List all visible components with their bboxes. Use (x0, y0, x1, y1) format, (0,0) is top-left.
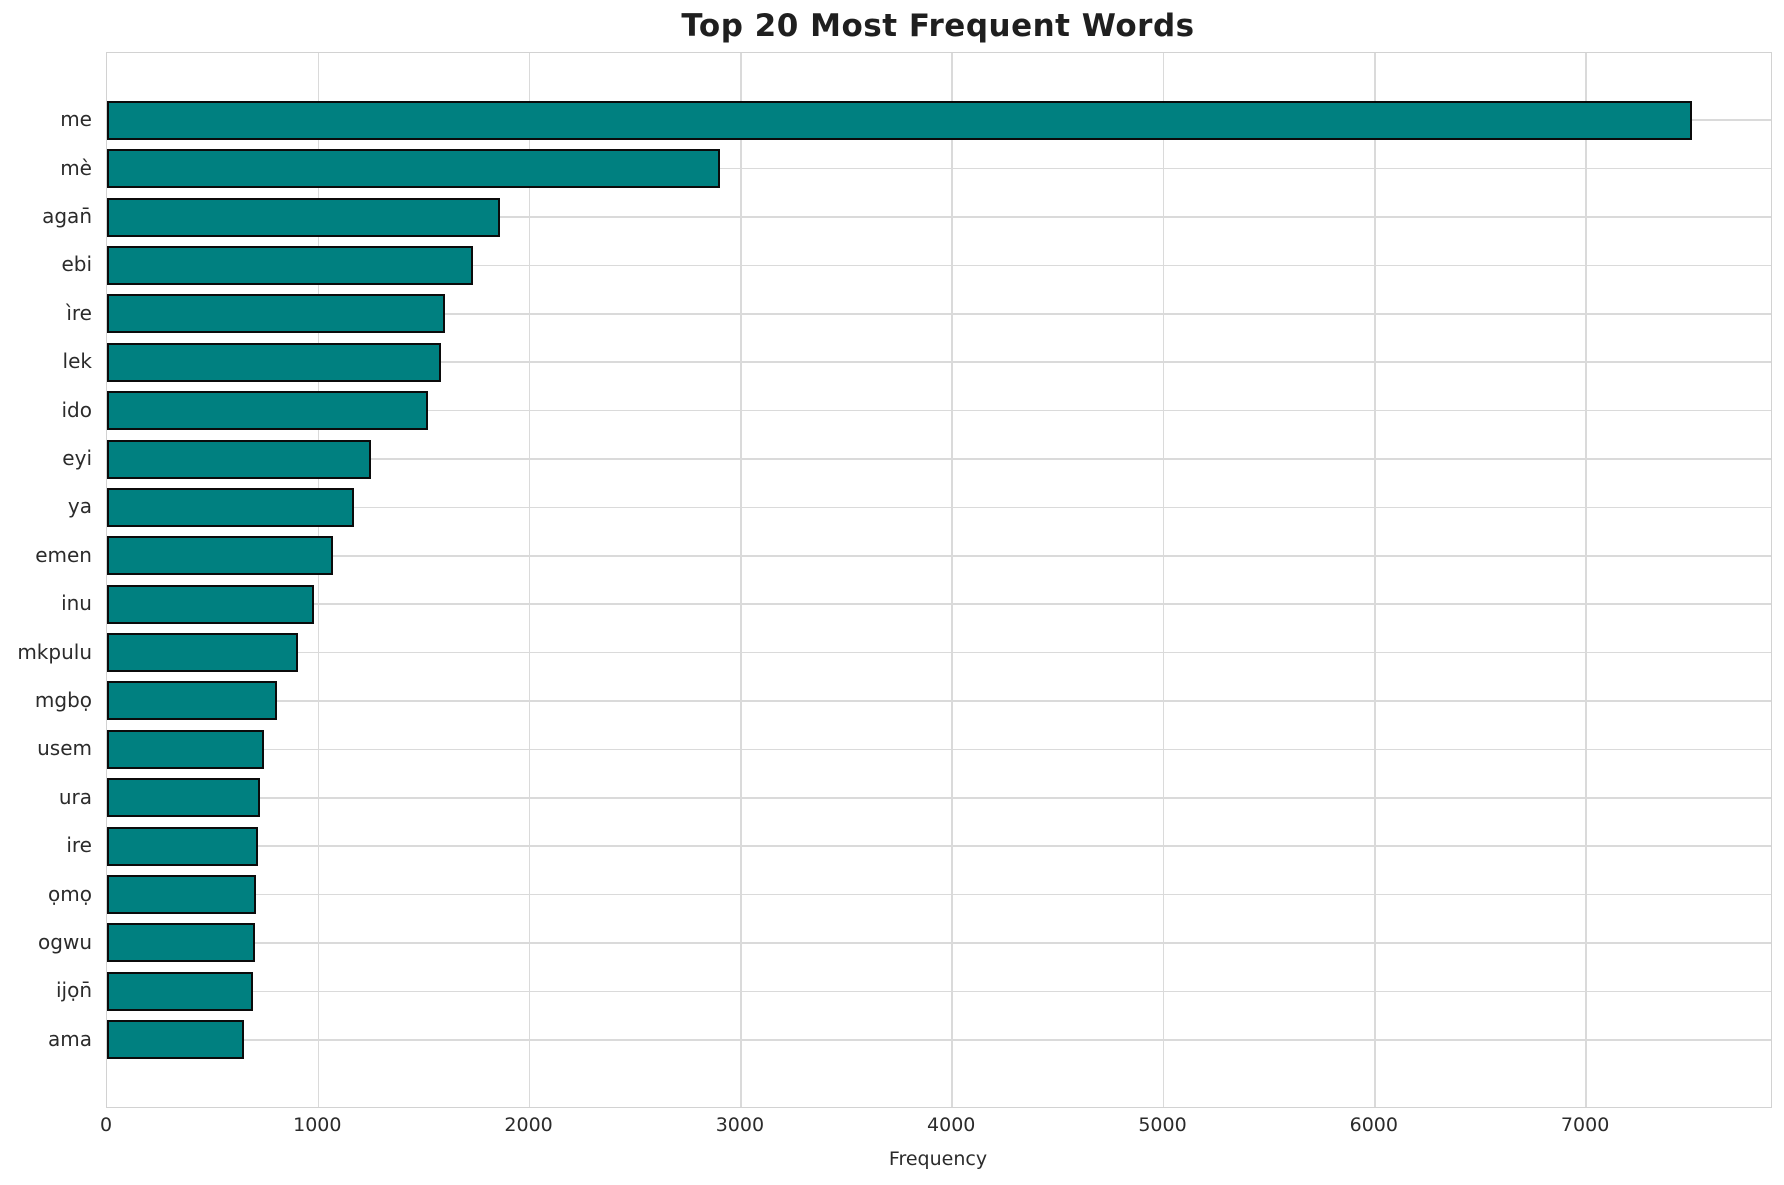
vertical-gridline (317, 53, 320, 1107)
y-tick-label: usem (37, 736, 92, 761)
y-tick-label: ebi (61, 252, 92, 277)
horizontal-gridline (107, 361, 1771, 364)
y-tick-label: mè (60, 155, 92, 180)
x-tick-label: 4000 (927, 1114, 976, 1136)
horizontal-gridline (107, 990, 1771, 993)
horizontal-gridline (107, 748, 1771, 751)
horizontal-gridline (107, 506, 1771, 509)
y-tick-label: mgbọ (34, 687, 92, 712)
horizontal-gridline (107, 796, 1771, 799)
y-axis-labels: me mè agan̄ ebi ìre lek ido eyi ya emen inu mkpulu m… (0, 52, 92, 1106)
x-tick-label: 0 (99, 1114, 113, 1136)
bar-inu (107, 584, 315, 624)
y-tick-label: ama (48, 1026, 92, 1051)
y-tick-label: ogwu (38, 929, 92, 954)
x-tick-label: 2000 (504, 1114, 553, 1136)
x-tick-label: 7000 (1560, 1114, 1610, 1136)
vertical-gridline (1162, 53, 1165, 1107)
bar-eyi (107, 439, 372, 479)
horizontal-gridline (107, 409, 1771, 412)
plot-area (106, 52, 1772, 1108)
bar-mgbọ (107, 681, 278, 721)
y-tick-label: me (60, 107, 92, 132)
x-axis-ticks: 0 1000 2000 3000 4000 5000 6000 7000 (100, 1114, 1770, 1144)
y-tick-label: mkpulu (17, 639, 92, 664)
horizontal-gridline (107, 313, 1771, 315)
horizontal-gridline (107, 603, 1771, 605)
horizontal-gridline (107, 264, 1771, 267)
vertical-gridline (1374, 53, 1376, 1107)
x-tick-label: 5000 (1138, 1114, 1187, 1136)
x-axis-label: Frequency (888, 1148, 988, 1170)
bar-ire (107, 826, 259, 866)
horizontal-gridline (107, 700, 1771, 702)
bar-ebi (107, 245, 473, 285)
horizontal-gridline (107, 458, 1771, 460)
bar-ọmọ (107, 875, 256, 915)
horizontal-gridline (107, 651, 1771, 654)
x-tick-label: 1000 (293, 1114, 342, 1136)
y-tick-label: ọmọ (48, 881, 92, 906)
bar-ama (107, 1020, 245, 1060)
bar-mè (107, 149, 720, 189)
horizontal-gridline (107, 555, 1771, 557)
bar-mkpulu (107, 633, 299, 673)
bar-usem (107, 729, 265, 769)
x-tick-label: 6000 (1349, 1114, 1398, 1136)
bar-emen (107, 536, 334, 576)
y-tick-label: ijọn̄ (55, 978, 92, 1003)
y-tick-label: eyi (62, 446, 92, 471)
y-tick-label: ya (67, 494, 92, 519)
y-tick-label: emen (35, 542, 92, 567)
bar-ido (107, 391, 429, 431)
y-tick-label: inu (61, 591, 92, 616)
horizontal-gridline (107, 216, 1771, 218)
y-tick-label: ire (66, 833, 92, 858)
bar-ijọn̄ (107, 971, 253, 1011)
chart-title: Top 20 Most Frequent Words (681, 8, 1195, 44)
bar-agan̄ (107, 197, 501, 237)
horizontal-gridline (107, 942, 1771, 944)
x-tick-label: 3000 (715, 1114, 765, 1136)
bar-ura (107, 778, 261, 818)
horizontal-gridline (107, 1038, 1771, 1041)
bar-me (107, 100, 1692, 140)
vertical-gridline (740, 53, 742, 1107)
horizontal-gridline (107, 893, 1771, 896)
vertical-gridline (951, 53, 953, 1107)
y-tick-label: ìre (66, 300, 92, 325)
vertical-gridline (528, 53, 531, 1107)
bar-ya (107, 487, 355, 527)
y-tick-label: ido (61, 397, 93, 422)
bar-ìre (107, 294, 446, 334)
bar-lek (107, 342, 441, 382)
y-tick-label: agan̄ (42, 204, 92, 229)
horizontal-gridline (107, 167, 1771, 170)
y-tick-label: lek (62, 349, 92, 374)
bar-ogwu (107, 923, 255, 963)
vertical-gridline (1585, 53, 1587, 1107)
horizontal-gridline (107, 845, 1771, 847)
y-tick-label: ura (58, 784, 92, 809)
